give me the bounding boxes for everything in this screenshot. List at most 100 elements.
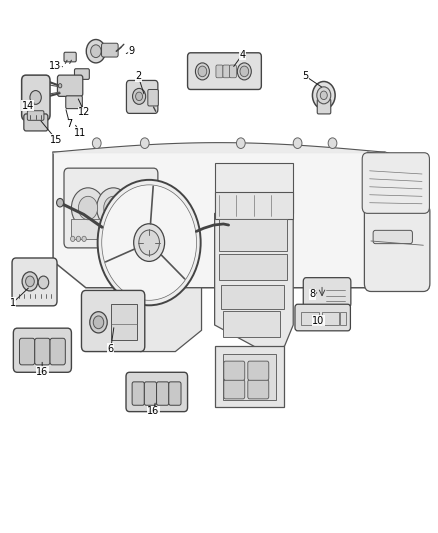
Text: 9: 9 [129, 46, 135, 55]
Circle shape [86, 39, 106, 63]
Circle shape [102, 185, 197, 300]
Circle shape [133, 88, 146, 104]
FancyBboxPatch shape [21, 75, 50, 120]
Circle shape [22, 272, 38, 291]
Circle shape [58, 84, 62, 88]
Text: 2: 2 [135, 71, 141, 81]
Circle shape [78, 196, 98, 220]
Polygon shape [215, 213, 293, 352]
FancyBboxPatch shape [362, 153, 429, 213]
FancyBboxPatch shape [295, 304, 350, 331]
Bar [215, 163, 293, 213]
FancyBboxPatch shape [230, 65, 237, 78]
FancyBboxPatch shape [145, 382, 156, 405]
FancyBboxPatch shape [102, 43, 118, 57]
Circle shape [30, 91, 41, 104]
Circle shape [82, 236, 86, 241]
Circle shape [198, 66, 207, 77]
Circle shape [104, 196, 123, 220]
FancyBboxPatch shape [303, 278, 351, 308]
Circle shape [195, 63, 209, 80]
FancyBboxPatch shape [216, 65, 223, 78]
Circle shape [293, 138, 302, 149]
Text: 12: 12 [78, 107, 91, 117]
Circle shape [134, 224, 165, 261]
Text: 6: 6 [108, 344, 114, 354]
Bar [111, 304, 137, 340]
FancyBboxPatch shape [19, 338, 35, 365]
FancyBboxPatch shape [132, 382, 145, 405]
FancyBboxPatch shape [35, 338, 50, 365]
Bar [219, 254, 287, 280]
Circle shape [91, 45, 101, 58]
FancyBboxPatch shape [156, 382, 169, 405]
FancyBboxPatch shape [223, 65, 230, 78]
Text: 7: 7 [67, 119, 73, 129]
Circle shape [97, 188, 130, 228]
Text: 8: 8 [310, 289, 316, 299]
FancyBboxPatch shape [27, 111, 44, 120]
Bar [215, 346, 285, 407]
Text: 14: 14 [21, 101, 34, 111]
FancyBboxPatch shape [57, 75, 83, 96]
Bar [223, 354, 276, 400]
Circle shape [237, 138, 245, 149]
FancyBboxPatch shape [126, 372, 187, 411]
FancyBboxPatch shape [248, 379, 269, 399]
FancyBboxPatch shape [373, 230, 413, 244]
Text: 16: 16 [147, 406, 159, 416]
Circle shape [240, 66, 249, 77]
Text: 16: 16 [36, 367, 48, 377]
Bar [71, 219, 100, 239]
Text: 13: 13 [49, 61, 61, 70]
FancyBboxPatch shape [224, 379, 245, 399]
Circle shape [139, 230, 159, 255]
Circle shape [328, 138, 337, 149]
Circle shape [93, 316, 104, 329]
Bar [321, 312, 339, 325]
Text: 15: 15 [50, 135, 63, 145]
FancyBboxPatch shape [74, 69, 89, 79]
Text: !: ! [314, 289, 317, 296]
FancyBboxPatch shape [317, 99, 331, 114]
Circle shape [71, 188, 105, 228]
Text: 4: 4 [239, 50, 245, 60]
Bar [340, 312, 346, 325]
Circle shape [317, 87, 331, 104]
FancyBboxPatch shape [127, 80, 158, 114]
Circle shape [57, 198, 64, 207]
Polygon shape [367, 152, 428, 288]
FancyBboxPatch shape [81, 290, 145, 352]
Circle shape [98, 180, 201, 305]
Text: 11: 11 [74, 127, 86, 138]
FancyBboxPatch shape [148, 90, 158, 106]
Circle shape [136, 92, 143, 101]
FancyBboxPatch shape [13, 328, 71, 372]
Circle shape [141, 138, 149, 149]
Circle shape [312, 82, 335, 109]
Bar [215, 192, 293, 219]
FancyBboxPatch shape [64, 52, 76, 62]
Circle shape [38, 276, 49, 289]
Text: 5: 5 [302, 71, 309, 81]
Polygon shape [53, 152, 411, 288]
FancyBboxPatch shape [50, 338, 65, 365]
Text: 10: 10 [312, 316, 325, 326]
Circle shape [92, 138, 101, 149]
Polygon shape [114, 288, 201, 352]
FancyBboxPatch shape [24, 114, 48, 131]
FancyBboxPatch shape [12, 258, 57, 306]
FancyBboxPatch shape [248, 361, 269, 380]
FancyBboxPatch shape [64, 168, 158, 248]
Bar [223, 311, 280, 337]
Bar [123, 207, 151, 239]
Bar [301, 312, 318, 325]
Circle shape [237, 63, 251, 80]
FancyBboxPatch shape [364, 204, 430, 292]
FancyBboxPatch shape [224, 361, 245, 380]
Bar [219, 219, 287, 251]
Circle shape [76, 236, 81, 241]
Circle shape [90, 312, 107, 333]
FancyBboxPatch shape [169, 382, 181, 405]
FancyBboxPatch shape [187, 53, 261, 90]
